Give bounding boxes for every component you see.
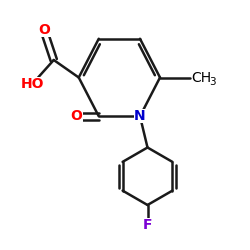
- Text: 3: 3: [209, 77, 216, 87]
- FancyBboxPatch shape: [134, 109, 146, 123]
- FancyBboxPatch shape: [69, 109, 83, 123]
- FancyBboxPatch shape: [37, 23, 51, 37]
- Text: O: O: [38, 23, 50, 37]
- FancyBboxPatch shape: [23, 77, 42, 90]
- Text: O: O: [70, 109, 82, 123]
- FancyBboxPatch shape: [141, 218, 154, 232]
- Text: N: N: [134, 109, 146, 123]
- Text: F: F: [143, 218, 152, 232]
- Text: CH: CH: [191, 70, 212, 85]
- Text: HO: HO: [21, 77, 44, 91]
